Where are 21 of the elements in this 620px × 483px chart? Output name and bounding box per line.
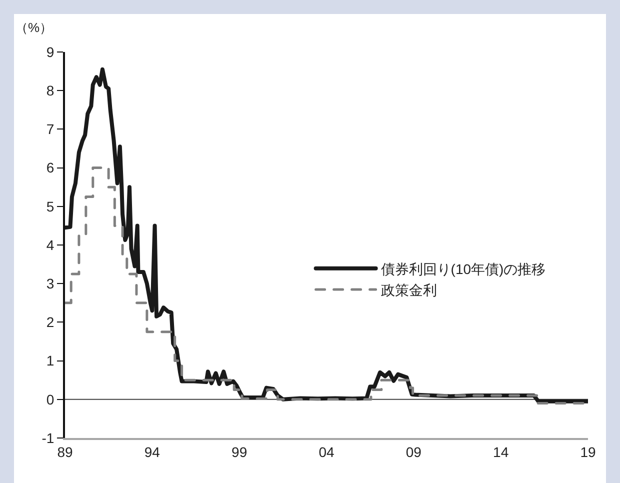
legend-label: 債券利回り(10年債)の推移 <box>380 260 546 277</box>
y-tick-label: 3 <box>46 276 54 292</box>
y-tick-label: 8 <box>46 82 54 98</box>
x-tick-label: 89 <box>57 444 73 460</box>
x-tick-label: 14 <box>493 444 509 460</box>
y-axis-title: （%） <box>15 20 53 35</box>
y-tick-label: 6 <box>46 160 54 176</box>
y-tick-label: 7 <box>46 121 54 138</box>
y-tick-label: 2 <box>46 314 54 330</box>
legend-label: 政策金利 <box>380 282 437 298</box>
y-tick-label: -1 <box>42 430 54 446</box>
x-tick-label: 04 <box>318 444 334 460</box>
y-tick-label: 9 <box>46 44 54 60</box>
y-tick-label: 1 <box>46 352 54 369</box>
x-tick-label: 99 <box>232 444 248 460</box>
y-tick-label: 5 <box>46 198 54 214</box>
x-tick-label: 94 <box>144 444 160 460</box>
y-tick-label: 0 <box>46 391 54 408</box>
x-tick-label: 19 <box>580 444 596 460</box>
x-tick-label: 09 <box>406 444 422 460</box>
y-tick-label: 4 <box>46 236 54 253</box>
